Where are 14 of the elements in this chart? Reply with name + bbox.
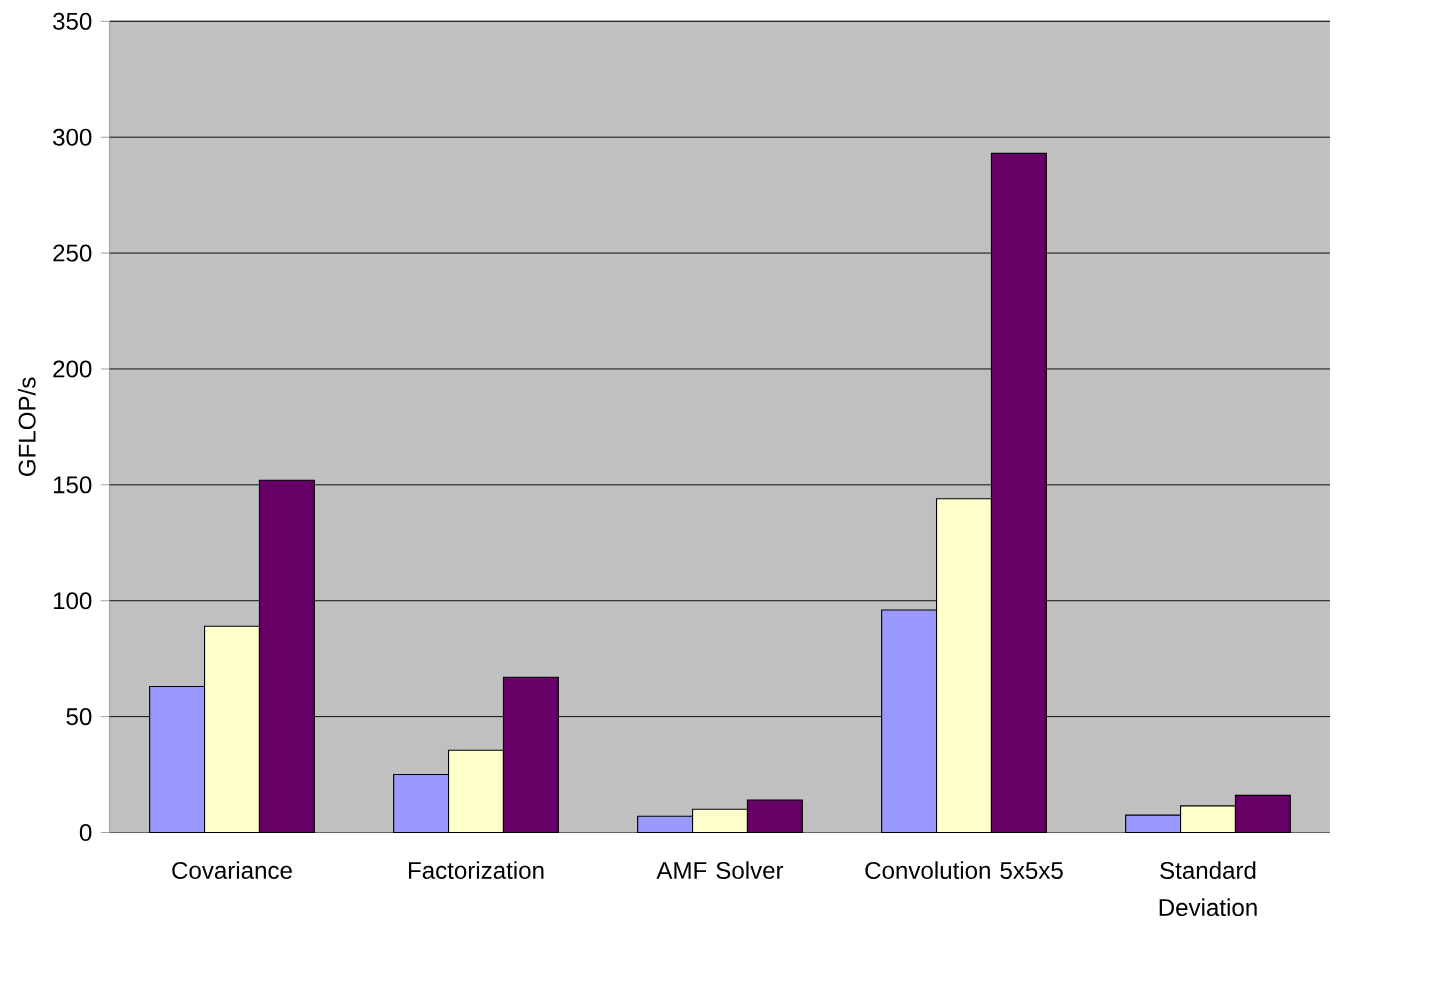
x-tick-label: Factorization bbox=[408, 861, 544, 880]
y-tick-label: 50 bbox=[66, 708, 92, 726]
y-tick-label: 300 bbox=[53, 128, 92, 146]
x-tick-label: Convolution 5x5x5 bbox=[865, 861, 1063, 880]
y-tick-label: 350 bbox=[53, 12, 92, 30]
x-tick-label: Covariance bbox=[172, 861, 292, 880]
y-tick-label: 150 bbox=[53, 476, 92, 494]
y-tick-label: 250 bbox=[53, 244, 92, 262]
x-tick-label: Standard Deviation bbox=[1159, 861, 1257, 917]
y-tick-label: 200 bbox=[53, 360, 92, 378]
y-tick-label: 0 bbox=[79, 824, 92, 842]
y-tick-label: 100 bbox=[53, 592, 92, 610]
x-tick-label: AMF Solver bbox=[656, 861, 784, 880]
y-axis-title: GFLOP/s bbox=[17, 377, 36, 476]
